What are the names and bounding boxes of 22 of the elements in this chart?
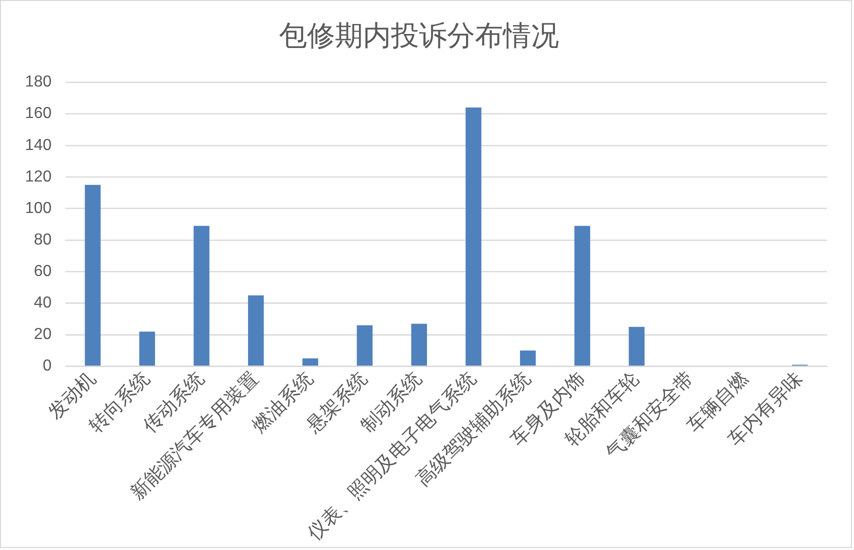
- bar: [139, 332, 156, 366]
- bar: [628, 326, 645, 366]
- y-tick-label: 100: [24, 200, 52, 217]
- bar: [411, 324, 427, 366]
- y-tick-label: 20: [34, 326, 52, 344]
- y-tick-label: 120: [24, 168, 52, 186]
- bar: [466, 108, 482, 366]
- y-tick-label: 0: [42, 358, 52, 375]
- y-tick-label: 60: [34, 263, 52, 280]
- bar: [194, 226, 210, 366]
- chart-title: 包修期内投诉分布情况: [278, 18, 560, 52]
- bar: [356, 325, 373, 366]
- bar: [520, 350, 536, 366]
- y-tick-label: 160: [24, 105, 52, 122]
- y-tick-label: 140: [24, 136, 52, 154]
- bar: [248, 295, 264, 366]
- y-tick-label: 180: [24, 74, 52, 91]
- bar: [574, 226, 590, 366]
- bar: [302, 358, 318, 366]
- y-tick-label: 40: [34, 294, 52, 312]
- bar: [84, 184, 101, 366]
- y-tick-label: 80: [34, 231, 52, 248]
